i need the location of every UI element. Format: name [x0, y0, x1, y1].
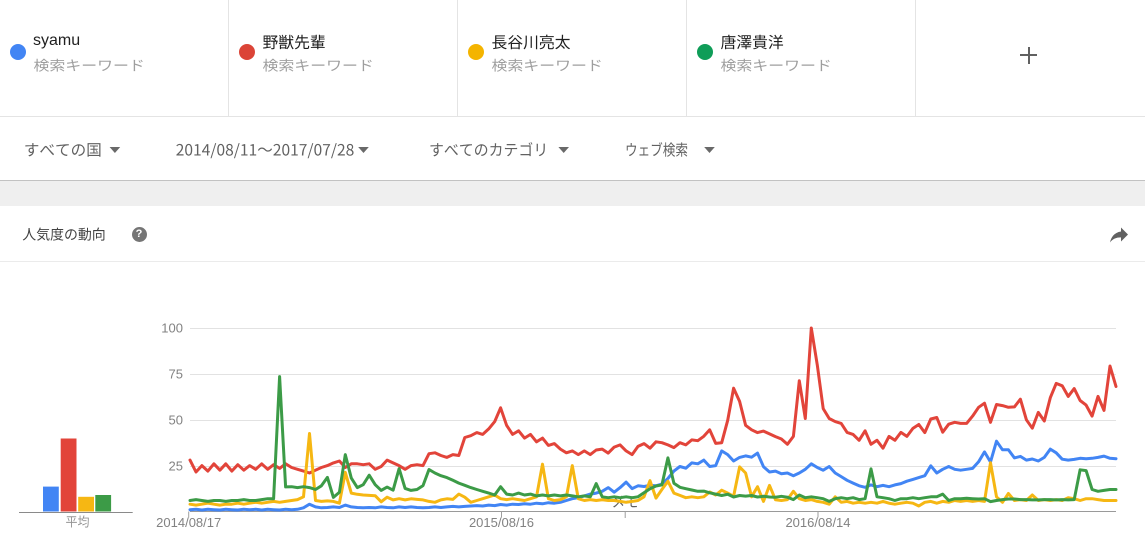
- svg-text:75: 75: [169, 367, 183, 382]
- svg-text:100: 100: [161, 321, 183, 336]
- svg-text:2015/08/16: 2015/08/16: [469, 515, 534, 530]
- svg-text:50: 50: [169, 412, 183, 427]
- svg-text:2016/08/14: 2016/08/14: [785, 515, 850, 530]
- svg-text:25: 25: [169, 458, 183, 473]
- svg-text:2014/08/17: 2014/08/17: [156, 515, 221, 530]
